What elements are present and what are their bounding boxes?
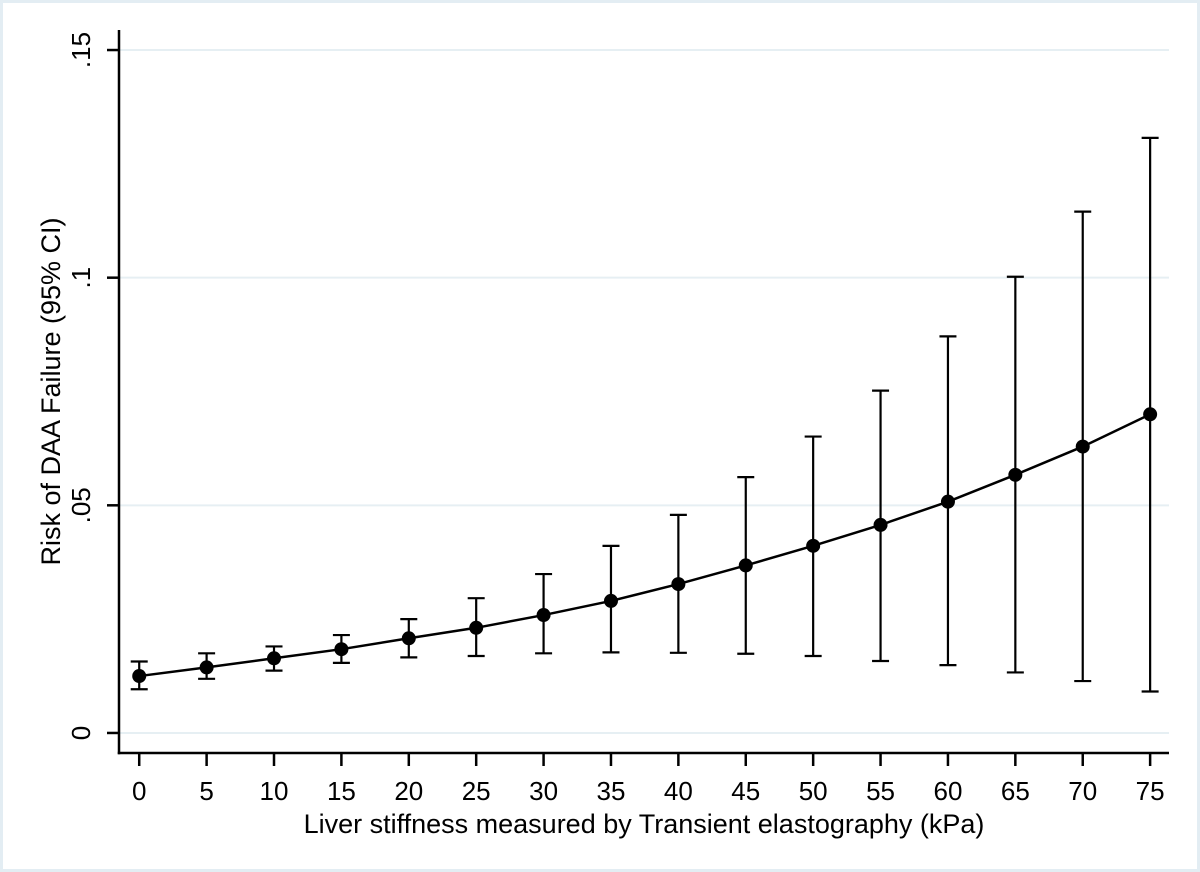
- data-point-marker: [401, 631, 416, 646]
- x-tick-label: 0: [132, 776, 146, 806]
- x-tick-label: 60: [933, 776, 962, 806]
- x-tick-label: 15: [327, 776, 356, 806]
- x-tick-label: 40: [664, 776, 693, 806]
- x-axis-title: Liver stiffness measured by Transient el…: [304, 809, 985, 839]
- x-tick-label: 35: [597, 776, 626, 806]
- risk-curve-line: [139, 413, 1151, 678]
- x-tick-label: 30: [529, 776, 558, 806]
- x-tick-label: 25: [462, 776, 491, 806]
- data-point-marker: [267, 651, 282, 666]
- data-point-marker: [1075, 439, 1090, 454]
- y-tick-label: .1: [66, 267, 96, 289]
- data-point-marker: [1008, 467, 1023, 482]
- data-point-marker: [806, 538, 821, 553]
- x-tick-label: 10: [260, 776, 289, 806]
- y-tick-label: 0: [66, 726, 96, 740]
- x-tick-label: 55: [866, 776, 895, 806]
- x-tick-label: 75: [1136, 776, 1165, 806]
- data-point-marker: [536, 608, 551, 623]
- data-point-marker: [199, 660, 214, 675]
- data-point-marker: [671, 577, 686, 592]
- y-axis-title: Risk of DAA Failure (95% CI): [36, 217, 66, 565]
- y-tick-label: .05: [66, 487, 96, 523]
- data-point-marker: [132, 669, 147, 684]
- data-point-marker: [1143, 407, 1158, 422]
- y-tick-label: .15: [66, 32, 96, 68]
- data-point-marker: [738, 558, 753, 573]
- data-point-marker: [940, 494, 955, 509]
- x-tick-label: 65: [1001, 776, 1030, 806]
- x-tick-label: 50: [799, 776, 828, 806]
- data-point-marker: [469, 620, 484, 635]
- data-point-marker: [873, 517, 888, 532]
- data-point-marker: [334, 642, 349, 657]
- x-tick-label: 70: [1068, 776, 1097, 806]
- data-point-marker: [603, 593, 618, 608]
- x-tick-label: 20: [394, 776, 423, 806]
- x-tick-label: 5: [199, 776, 213, 806]
- x-tick-label: 45: [731, 776, 760, 806]
